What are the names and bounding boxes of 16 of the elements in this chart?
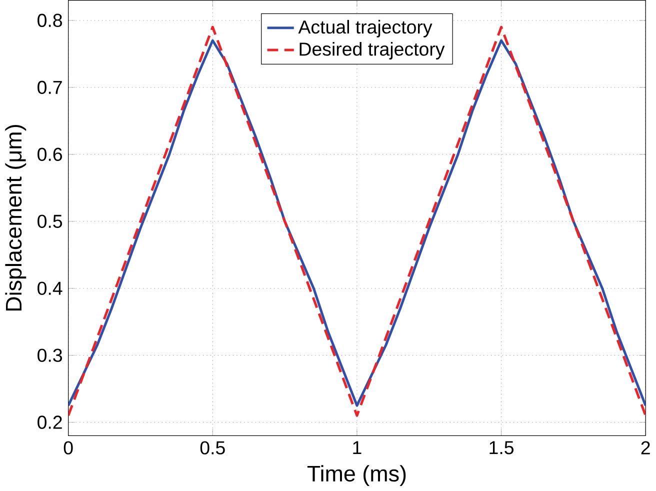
y-tick-label: 0.6	[38, 148, 62, 161]
x-tick-label: 1.5	[490, 441, 514, 454]
x-axis-title: Time (ms)	[307, 465, 406, 486]
y-tick-label: 0.2	[38, 416, 62, 429]
y-tick-label: 0.4	[38, 282, 62, 295]
y-tick-label: 0.5	[38, 214, 62, 228]
y-tick-label: 0.7	[38, 80, 62, 94]
y-tick-label: 0.8	[38, 14, 62, 27]
x-tick-label: 0.5	[200, 441, 225, 454]
legend-label: Actual trajectory	[298, 20, 432, 38]
y-tick-label: 0.3	[38, 348, 62, 362]
legend-label: Desired trajectory	[300, 42, 445, 60]
x-tick-label: 2	[641, 441, 650, 454]
x-tick-label: 0	[64, 441, 73, 454]
x-tick-label: 1	[353, 441, 362, 454]
y-axis-title: Displacement (μm)	[5, 124, 26, 310]
